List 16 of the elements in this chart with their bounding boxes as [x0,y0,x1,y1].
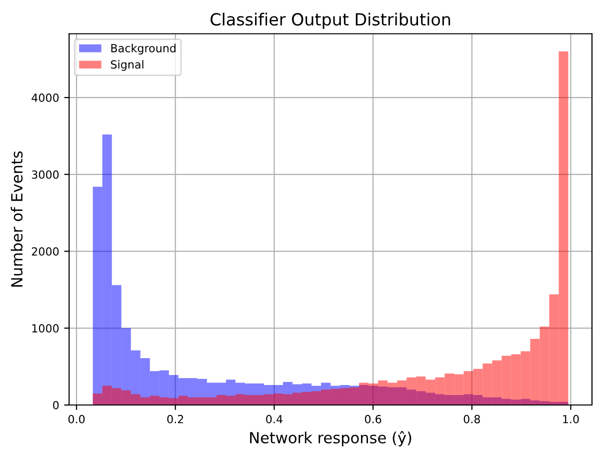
y-tick-label: 1000 [32,324,59,333]
x-tick-label: 0.6 [364,414,382,424]
y-tick-label: 2000 [32,247,59,256]
chart-title: Classifier Output Distribution [210,12,450,29]
y-tick-label: 4000 [32,94,59,102]
legend-label: Signal [110,60,144,71]
y-axis-title: Number of Events [10,151,23,287]
y-tick-label: 3000 [32,170,59,179]
legend-label: Background [111,44,176,55]
x-tick-label: 0.0 [68,414,85,424]
y-tick-label: 0 [53,400,59,410]
x-axis-title: Network response (ŷ) [250,431,412,446]
x-tick-label: 1.0 [563,414,579,424]
x-tick-label: 0.2 [167,414,184,424]
x-tick-label: 0.4 [266,414,282,424]
x-tick-label: 0.8 [464,414,480,424]
